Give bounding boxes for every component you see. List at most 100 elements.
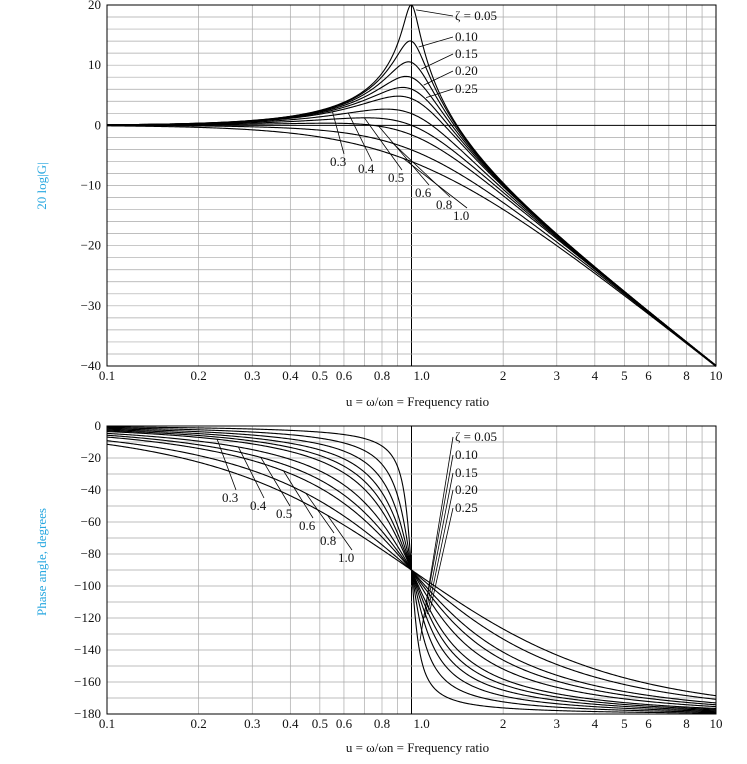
x-tick-label: 4 [592,368,599,383]
y-tick-label: −40 [81,358,101,373]
y-tick-label: −180 [74,706,101,721]
label-leader [418,36,454,48]
phase-curve-high [411,569,717,706]
damping-label: 0.8 [436,197,452,212]
phase-curve-low [106,429,413,571]
damping-label: 0.6 [299,518,316,533]
damping-label: 0.25 [455,500,478,515]
x-tick-label: 0.3 [244,716,260,731]
damping-label: 0.5 [276,506,292,521]
y-tick-label: 0 [95,117,102,132]
damping-label: 1.0 [453,208,469,223]
phase-curve-low [106,434,412,571]
x-tick-label: 3 [554,716,561,731]
y-tick-label: −40 [81,482,101,497]
y-tick-label: −140 [74,642,101,657]
y-axis-label: Phase angle, degrees [34,508,49,616]
phase-curve-low [106,428,413,571]
damping-label: 0.4 [250,498,267,513]
damping-label: 0.20 [455,63,478,78]
x-tick-label: 0.5 [312,368,328,383]
label-leader [423,70,454,86]
label-leader [283,470,314,519]
x-tick-label: 3 [554,368,561,383]
plot-frame [106,425,717,715]
y-tick-label: −60 [81,514,101,529]
x-tick-label: 0.5 [312,716,328,731]
magnitude-curve [107,122,717,367]
label-leader [429,507,454,612]
label-leader [403,158,468,209]
label-leader [416,9,454,17]
y-axis-label: 20 log|G| [34,162,49,209]
phase-curve-high [410,569,717,712]
damping-label: 0.6 [415,185,432,200]
label-leader [216,439,237,491]
phase-curve-low [106,427,413,571]
x-tick-label: 0.3 [244,368,260,383]
x-tick-label: 5 [621,716,628,731]
label-leader [426,489,454,615]
x-tick-label: 10 [710,716,723,731]
y-tick-label: 20 [88,0,101,12]
magnitude-curve [106,125,717,367]
phase-curve-high [410,569,716,714]
magnitude-curve [107,124,717,367]
label-leader [422,454,454,625]
y-tick-label: 0 [95,418,102,433]
y-tick-label: −20 [81,450,101,465]
label-leader [260,457,291,507]
phase-curve-low [106,436,412,571]
y-tick-label: −80 [81,546,101,561]
y-tick-label: −100 [74,578,101,593]
y-tick-label: −120 [74,610,101,625]
damping-label: 0.10 [455,447,478,462]
phase-curve-high [411,569,717,704]
damping-label: 0.25 [455,81,478,96]
x-tick-label: 0.4 [282,368,299,383]
x-axis-label: u = ω/ωn = Frequency ratio [346,394,489,409]
x-tick-label: 10 [710,368,723,383]
phase-curve-high [411,569,717,700]
x-tick-label: 0.8 [374,368,390,383]
x-tick-label: 0.2 [191,368,207,383]
phase-curve-high [410,569,717,713]
x-tick-label: 0.8 [374,716,390,731]
phase-curve-low [106,440,412,571]
phase-curve-low [106,430,413,571]
phase-curve-high [411,569,717,708]
x-tick-label: 0.6 [336,368,353,383]
label-leader [421,53,454,70]
damping-label: 0.4 [358,161,375,176]
label-leader [327,515,353,551]
label-leader [392,143,451,198]
damping-label: 0.3 [222,490,238,505]
damping-label: 0.3 [330,154,346,169]
damping-label: 1.0 [338,550,354,565]
label-leader [364,117,403,171]
x-tick-label: 1.0 [414,716,430,731]
label-leader [425,88,454,99]
label-leader [424,472,454,618]
phase-curve-high [410,569,717,711]
x-tick-label: 0.6 [336,716,353,731]
y-tick-label: −160 [74,674,101,689]
damping-label: 0.15 [455,46,478,61]
x-tick-label: 6 [645,716,652,731]
label-leader [237,446,265,499]
label-leader [305,493,335,534]
damping-label: 0.20 [455,482,478,497]
x-tick-label: 0.1 [99,716,115,731]
x-tick-label: 0.2 [191,716,207,731]
phase-curve-low [107,426,413,571]
x-tick-label: 0.1 [99,368,115,383]
y-tick-label: −10 [81,178,101,193]
phase-curve-high [410,569,717,710]
phase-curve-low [106,443,412,571]
x-tick-label: 0.4 [282,716,299,731]
phase-curve-low [106,431,413,571]
damping-label: ζ = 0.05 [455,8,497,23]
y-tick-label: −20 [81,238,101,253]
y-tick-label: 10 [88,57,101,72]
